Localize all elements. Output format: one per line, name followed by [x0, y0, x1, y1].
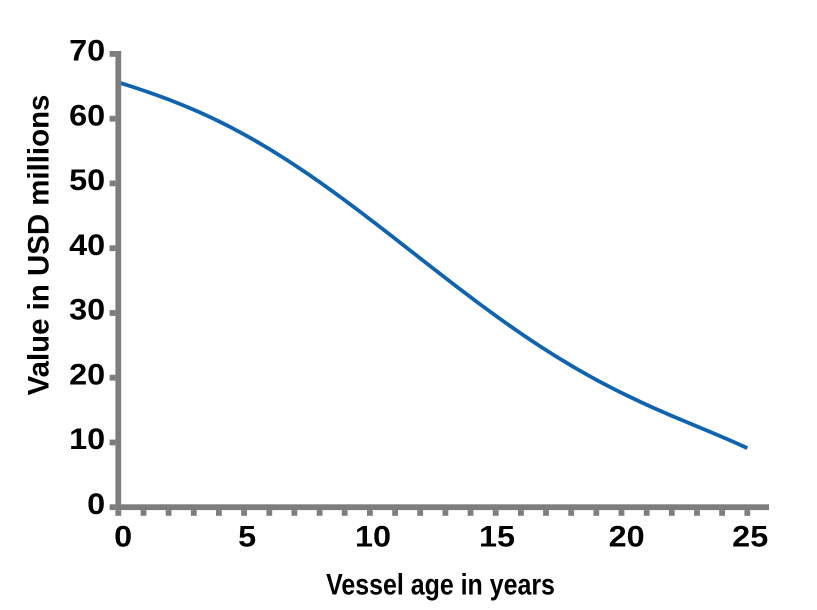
svg-text:25: 25 — [732, 520, 768, 554]
svg-text:30: 30 — [69, 293, 105, 327]
svg-text:0: 0 — [114, 520, 132, 554]
svg-text:Vessel age in years: Vessel age in years — [326, 567, 555, 601]
svg-text:Value in USD millions: Value in USD millions — [22, 95, 55, 396]
svg-text:15: 15 — [479, 520, 515, 554]
svg-text:0: 0 — [87, 487, 105, 521]
svg-text:70: 70 — [69, 34, 105, 68]
svg-text:50: 50 — [69, 163, 105, 197]
svg-text:20: 20 — [69, 357, 105, 391]
svg-text:5: 5 — [238, 520, 256, 554]
svg-text:10: 10 — [69, 422, 105, 456]
svg-text:40: 40 — [69, 228, 105, 262]
svg-text:20: 20 — [609, 520, 645, 554]
svg-text:10: 10 — [355, 520, 391, 554]
svg-text:60: 60 — [69, 98, 105, 132]
